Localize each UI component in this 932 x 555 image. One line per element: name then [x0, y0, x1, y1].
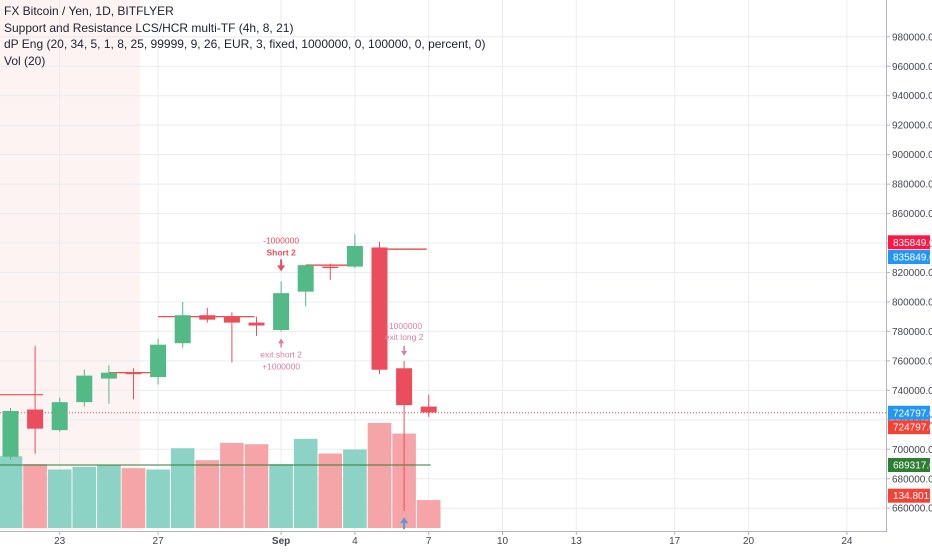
background-shading: [0, 0, 140, 530]
volume-bar: [416, 500, 441, 528]
price-tick-label: 940000.00: [892, 91, 932, 102]
time-tick-label: 20: [743, 536, 755, 547]
annotation-value: -1000000: [263, 235, 299, 245]
time-tick-label: 13: [571, 536, 583, 547]
price-tag: [888, 458, 930, 473]
candle-body: [273, 293, 290, 330]
down-arrow-icon: [401, 350, 408, 356]
indicator-vol-label[interactable]: Vol (20): [4, 53, 46, 68]
time-tick-label: 17: [669, 536, 681, 547]
volume-bar: [220, 442, 244, 528]
candle-body: [150, 344, 167, 378]
price-tick-label: 920000.00: [892, 121, 932, 132]
candle-body: [346, 245, 363, 267]
volume-bar: [146, 469, 170, 528]
price-tag-label: 724797.00: [893, 423, 932, 434]
volume-bar: [170, 448, 195, 528]
annotation-label: Short 2: [266, 247, 296, 257]
price-tick-label: 860000.00: [892, 209, 932, 220]
price-axis: 660000.00680000.00700000.00720000.007400…: [886, 0, 932, 550]
time-axis-bg: [0, 531, 886, 550]
volume-bar: [72, 466, 97, 528]
time-tick-label: 23: [54, 536, 66, 547]
candle-body: [174, 315, 191, 344]
time-tick-label: 4: [352, 536, 358, 547]
volume-bar: [97, 465, 121, 528]
volume-bar: [23, 464, 47, 528]
time-tick-label: 27: [153, 536, 165, 547]
time-tick-label: Sep: [272, 536, 290, 547]
volume-bar: [269, 464, 293, 528]
candle-body: [199, 315, 216, 320]
candles: [2, 234, 437, 512]
price-tag-label: 689317.00: [893, 461, 932, 472]
price-tick-label: 960000.00: [892, 62, 932, 73]
candle-body: [76, 375, 93, 403]
annotation-value: -1000000: [386, 321, 422, 331]
candle-body: [322, 266, 339, 269]
candle-body: [100, 372, 117, 379]
candle-body: [51, 402, 68, 431]
volume-bar: [367, 422, 392, 528]
price-tick-label: 880000.00: [892, 180, 932, 191]
up-arrow-icon: [400, 517, 409, 524]
price-tick-label: 800000.00: [892, 297, 932, 308]
volume-bars: [0, 422, 441, 528]
time-tick-label: 10: [497, 536, 509, 547]
price-tick-label: 900000.00: [892, 150, 932, 161]
chart-legend: FX Bitcoin / Yen, 1D, BITFLYER Support a…: [4, 3, 485, 69]
time-axis: 23 27 Sep 4 7 10 13 17 20 24: [0, 531, 886, 550]
time-tick-label: 24: [841, 536, 853, 547]
candle-body: [396, 368, 413, 406]
volume-bar: [47, 469, 72, 528]
price-tick-label: 680000.00: [892, 474, 932, 485]
price-tag: [888, 250, 930, 265]
price-tick-label: 740000.00: [892, 386, 932, 397]
candle-body: [420, 406, 437, 413]
up-arrow-icon: [278, 338, 285, 344]
indicator-dp-label[interactable]: dP Eng (20, 34, 5, 1, 8, 25, 99999, 9, 2…: [4, 37, 486, 51]
candle-body: [125, 372, 142, 375]
volume-bar: [318, 453, 343, 528]
price-tag: [888, 420, 930, 435]
indicator-sr-label[interactable]: Support and Resistance LCS/HCR multi-TF …: [4, 20, 294, 35]
price-tag-label: 835849.00: [893, 238, 932, 249]
symbol-title[interactable]: FX Bitcoin / Yen, 1D, BITFLYER: [4, 4, 174, 18]
shade-zone: [0, 0, 140, 530]
volume-bar: [195, 460, 220, 528]
price-tick-label: 700000.00: [892, 445, 932, 456]
volume-bar: [244, 444, 269, 528]
price-tick-label: 660000.00: [892, 504, 932, 515]
candle-body: [371, 247, 388, 370]
volume-bar: [121, 468, 146, 528]
grid-lines: [0, 0, 886, 530]
time-tick-label: 7: [426, 536, 432, 547]
price-tag: [888, 488, 930, 503]
price-tick-label: 980000.00: [892, 32, 932, 43]
candle-body: [297, 265, 314, 292]
volume-bar: [0, 456, 23, 528]
price-tag-label: 835849.00: [893, 253, 932, 264]
candle-body: [2, 410, 19, 457]
annotation-label: exit long 2: [385, 332, 424, 342]
price-tick-label: 820000.00: [892, 268, 932, 279]
annotation-label: exit short 2: [260, 349, 302, 359]
price-tag-label: 724797.00: [893, 408, 932, 419]
volume-bar: [293, 438, 318, 528]
price-tick-label: 760000.00: [892, 356, 932, 367]
price-tick-label: 780000.00: [892, 327, 932, 338]
candle-body: [248, 322, 265, 326]
candle-body: [223, 316, 240, 323]
volume-bar: [343, 449, 367, 528]
candle-body: [27, 409, 44, 429]
price-tag-label: 134.801K: [893, 491, 932, 502]
annotation-value: +1000000: [262, 361, 300, 371]
down-arrow-icon: [277, 265, 286, 272]
price-tag: [888, 405, 930, 420]
price-tag: [888, 235, 930, 250]
